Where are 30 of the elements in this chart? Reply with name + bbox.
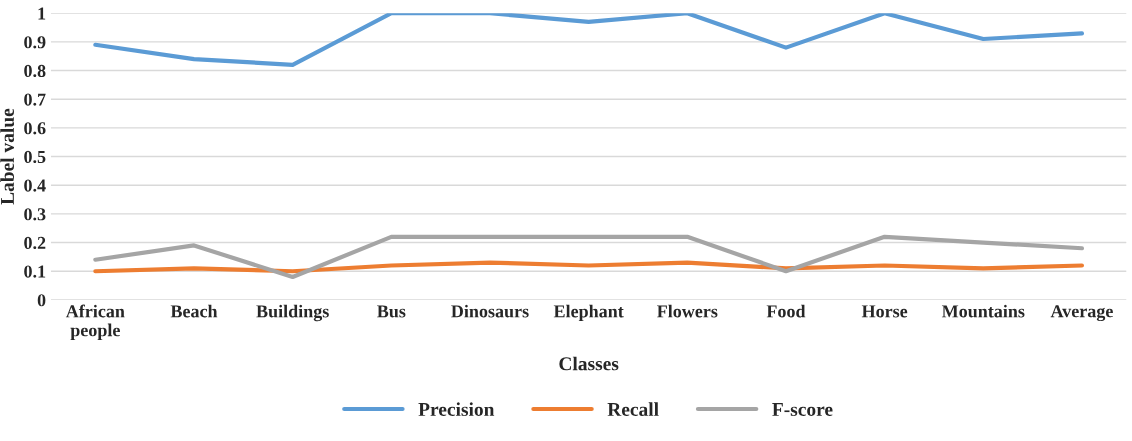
legend-label: Precision (418, 402, 495, 417)
line-series (93, 260, 1085, 274)
x-axis-title: Classes (559, 356, 619, 371)
x-tick-label: Average (1050, 305, 1113, 322)
x-tick-label: Elephant (553, 304, 624, 322)
y-tick-label: 0.9 (24, 36, 46, 49)
y-tick-label: 0 (37, 294, 46, 307)
x-tick-label: Beach (170, 304, 218, 318)
y-tick-label: 0.1 (24, 265, 46, 278)
y-tick-label: 0.4 (24, 179, 46, 192)
legend-label: Recall (607, 402, 659, 417)
legend-label: F-score (772, 403, 833, 417)
y-tick-label: 0.2 (24, 236, 46, 250)
line-series (93, 13, 1085, 67)
x-tick-label: African people (65, 304, 125, 340)
y-tick-label: 0.7 (24, 93, 46, 106)
x-tick-label: Food (766, 304, 806, 318)
x-tick-label: Dinosaurs (451, 304, 529, 318)
x-tick-label: Bus (377, 305, 406, 318)
x-tick-label: Mountains (941, 304, 1025, 318)
x-tick-label: Horse (861, 305, 908, 318)
x-tick-label: Flowers (657, 304, 718, 318)
y-tick-label: 0.3 (24, 208, 46, 221)
y-tick-label: 1 (38, 7, 46, 20)
y-tick-label: 0.8 (24, 64, 46, 78)
x-tick-label: Buildings (256, 304, 329, 322)
y-axis-title: Label value (0, 108, 15, 205)
y-tick-label: 0.6 (24, 122, 46, 135)
line-series (93, 234, 1085, 280)
y-tick-label: 0.5 (24, 150, 46, 164)
